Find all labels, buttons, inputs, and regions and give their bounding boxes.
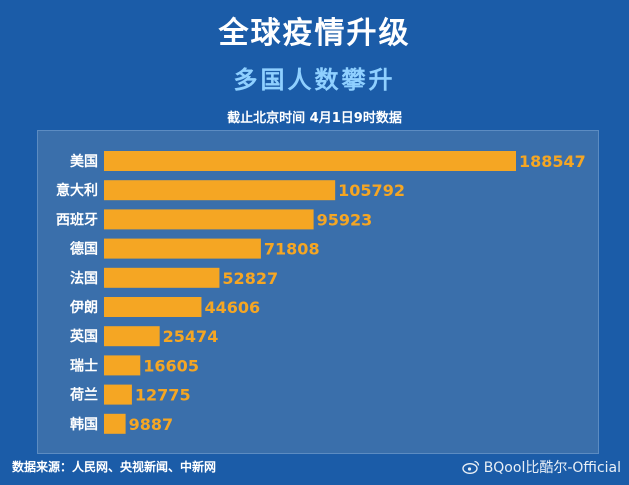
- category-label: 德国: [70, 241, 98, 258]
- weibo-watermark: BQool比酷尔-Official: [461, 457, 621, 477]
- value-label: 16605: [143, 356, 199, 375]
- bar: [104, 413, 126, 434]
- category-label: 西班牙: [56, 211, 98, 228]
- bar: [104, 209, 314, 230]
- category-label: 荷兰: [69, 387, 98, 404]
- bar: [104, 180, 336, 201]
- value-label: 95923: [317, 210, 373, 229]
- bar: [104, 297, 202, 317]
- value-label: 25474: [163, 327, 219, 346]
- category-label: 美国: [70, 153, 98, 170]
- watermark-text: BQool比酷尔-Official: [483, 460, 621, 476]
- value-label: 44606: [204, 298, 260, 317]
- value-label: 9887: [129, 415, 174, 434]
- chart-subtitle: 多国人数攀升: [233, 66, 396, 94]
- value-label: 188547: [519, 152, 586, 171]
- chart-title: 全球疫情升级: [218, 16, 411, 51]
- category-label: 英国: [69, 328, 98, 345]
- category-label: 意大利: [56, 182, 98, 199]
- value-label: 12775: [135, 386, 191, 405]
- bar: [104, 267, 220, 288]
- weibo-icon: [461, 460, 479, 474]
- category-label: 韩国: [70, 416, 98, 433]
- value-label: 52827: [222, 269, 278, 288]
- bar: [104, 384, 132, 405]
- data-source: 数据来源：人民网、央视新闻、中新网: [12, 460, 217, 474]
- category-label: 瑞士: [70, 357, 98, 374]
- bar: [104, 355, 141, 376]
- bar: [104, 326, 160, 347]
- value-label: 105792: [338, 181, 405, 200]
- value-label: 71808: [264, 240, 320, 259]
- category-label: 伊朗: [69, 299, 98, 316]
- data-timestamp-note: 截止北京时间 4月1日9时数据: [227, 111, 402, 126]
- category-label: 法国: [70, 270, 98, 287]
- bar: [104, 238, 261, 259]
- bar: [104, 151, 516, 171]
